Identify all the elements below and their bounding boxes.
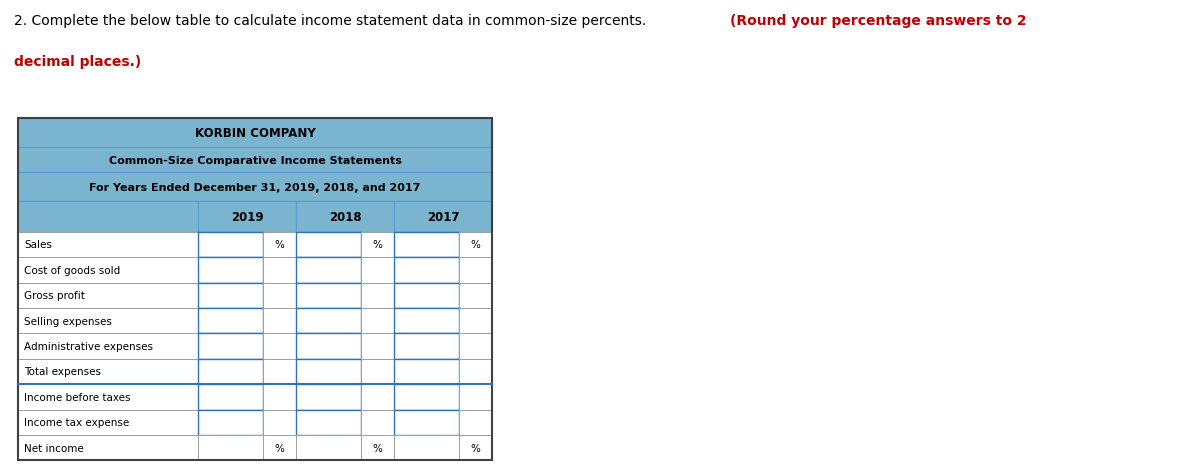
Bar bbox=[394, 359, 458, 384]
Bar bbox=[361, 359, 394, 384]
Bar bbox=[361, 384, 394, 410]
Text: Income before taxes: Income before taxes bbox=[24, 392, 131, 402]
Bar bbox=[296, 384, 361, 410]
Text: 2019: 2019 bbox=[230, 210, 264, 224]
Bar bbox=[263, 258, 296, 283]
Bar bbox=[198, 359, 263, 384]
Text: Common-Size Comparative Income Statements: Common-Size Comparative Income Statement… bbox=[108, 155, 402, 165]
Bar bbox=[394, 258, 458, 283]
Text: %: % bbox=[275, 443, 284, 453]
Text: Cost of goods sold: Cost of goods sold bbox=[24, 265, 120, 275]
Bar bbox=[198, 258, 263, 283]
Text: Income tax expense: Income tax expense bbox=[24, 417, 130, 427]
Text: Total expenses: Total expenses bbox=[24, 367, 101, 377]
Bar bbox=[18, 232, 198, 258]
Bar bbox=[361, 283, 394, 308]
Bar bbox=[296, 232, 361, 258]
Bar bbox=[458, 308, 492, 334]
Bar bbox=[296, 359, 361, 384]
Bar bbox=[18, 202, 492, 232]
Bar bbox=[458, 334, 492, 359]
Bar bbox=[394, 410, 458, 435]
Bar bbox=[296, 283, 361, 308]
Bar bbox=[198, 334, 263, 359]
Bar bbox=[263, 308, 296, 334]
Bar bbox=[198, 435, 263, 460]
Text: decimal places.): decimal places.) bbox=[14, 55, 142, 69]
Bar bbox=[198, 384, 263, 410]
Bar bbox=[458, 359, 492, 384]
Bar bbox=[198, 283, 263, 308]
Bar bbox=[18, 202, 198, 232]
Bar bbox=[296, 258, 361, 283]
Bar bbox=[394, 308, 458, 334]
Text: %: % bbox=[275, 240, 284, 250]
Bar bbox=[263, 410, 296, 435]
Text: 2018: 2018 bbox=[329, 210, 361, 224]
Bar bbox=[198, 202, 296, 232]
Text: Selling expenses: Selling expenses bbox=[24, 316, 112, 326]
Bar bbox=[263, 232, 296, 258]
Bar bbox=[18, 119, 492, 460]
Text: Sales: Sales bbox=[24, 240, 52, 250]
Bar bbox=[18, 384, 198, 410]
Text: Net income: Net income bbox=[24, 443, 84, 453]
Bar bbox=[263, 384, 296, 410]
Text: Gross profit: Gross profit bbox=[24, 290, 85, 300]
Text: %: % bbox=[372, 240, 383, 250]
Bar bbox=[263, 283, 296, 308]
Text: %: % bbox=[470, 443, 480, 453]
Bar bbox=[296, 202, 394, 232]
Bar bbox=[394, 232, 458, 258]
Bar bbox=[394, 384, 458, 410]
Bar bbox=[18, 283, 198, 308]
Bar bbox=[361, 258, 394, 283]
Bar bbox=[18, 410, 198, 435]
Text: (Round your percentage answers to 2: (Round your percentage answers to 2 bbox=[730, 14, 1026, 28]
Bar bbox=[198, 410, 263, 435]
Bar bbox=[18, 435, 198, 460]
Bar bbox=[394, 202, 492, 232]
Bar bbox=[18, 359, 198, 384]
Text: 2017: 2017 bbox=[427, 210, 460, 224]
Bar bbox=[263, 359, 296, 384]
Bar bbox=[296, 308, 361, 334]
Bar bbox=[296, 410, 361, 435]
Bar bbox=[458, 410, 492, 435]
Bar bbox=[394, 334, 458, 359]
Bar bbox=[18, 258, 198, 283]
Bar bbox=[458, 435, 492, 460]
Bar bbox=[18, 173, 492, 202]
Bar bbox=[18, 308, 198, 334]
Bar bbox=[361, 232, 394, 258]
Bar bbox=[361, 410, 394, 435]
Bar bbox=[394, 283, 458, 308]
Bar bbox=[263, 334, 296, 359]
Bar bbox=[18, 334, 198, 359]
Bar bbox=[296, 435, 361, 460]
Bar bbox=[458, 232, 492, 258]
Bar bbox=[296, 334, 361, 359]
Bar bbox=[361, 334, 394, 359]
Text: KORBIN COMPANY: KORBIN COMPANY bbox=[194, 127, 316, 140]
Text: For Years Ended December 31, 2019, 2018, and 2017: For Years Ended December 31, 2019, 2018,… bbox=[89, 182, 421, 192]
Bar bbox=[263, 435, 296, 460]
Bar bbox=[18, 148, 492, 173]
Text: 2. Complete the below table to calculate income statement data in common-size pe: 2. Complete the below table to calculate… bbox=[14, 14, 652, 28]
Text: Administrative expenses: Administrative expenses bbox=[24, 341, 154, 351]
Bar bbox=[458, 283, 492, 308]
Bar bbox=[394, 435, 458, 460]
Bar bbox=[458, 258, 492, 283]
Bar bbox=[198, 232, 263, 258]
Bar bbox=[361, 308, 394, 334]
Bar bbox=[198, 308, 263, 334]
Bar bbox=[458, 384, 492, 410]
Text: %: % bbox=[470, 240, 480, 250]
Bar bbox=[18, 119, 492, 148]
Bar bbox=[361, 435, 394, 460]
Text: %: % bbox=[372, 443, 383, 453]
